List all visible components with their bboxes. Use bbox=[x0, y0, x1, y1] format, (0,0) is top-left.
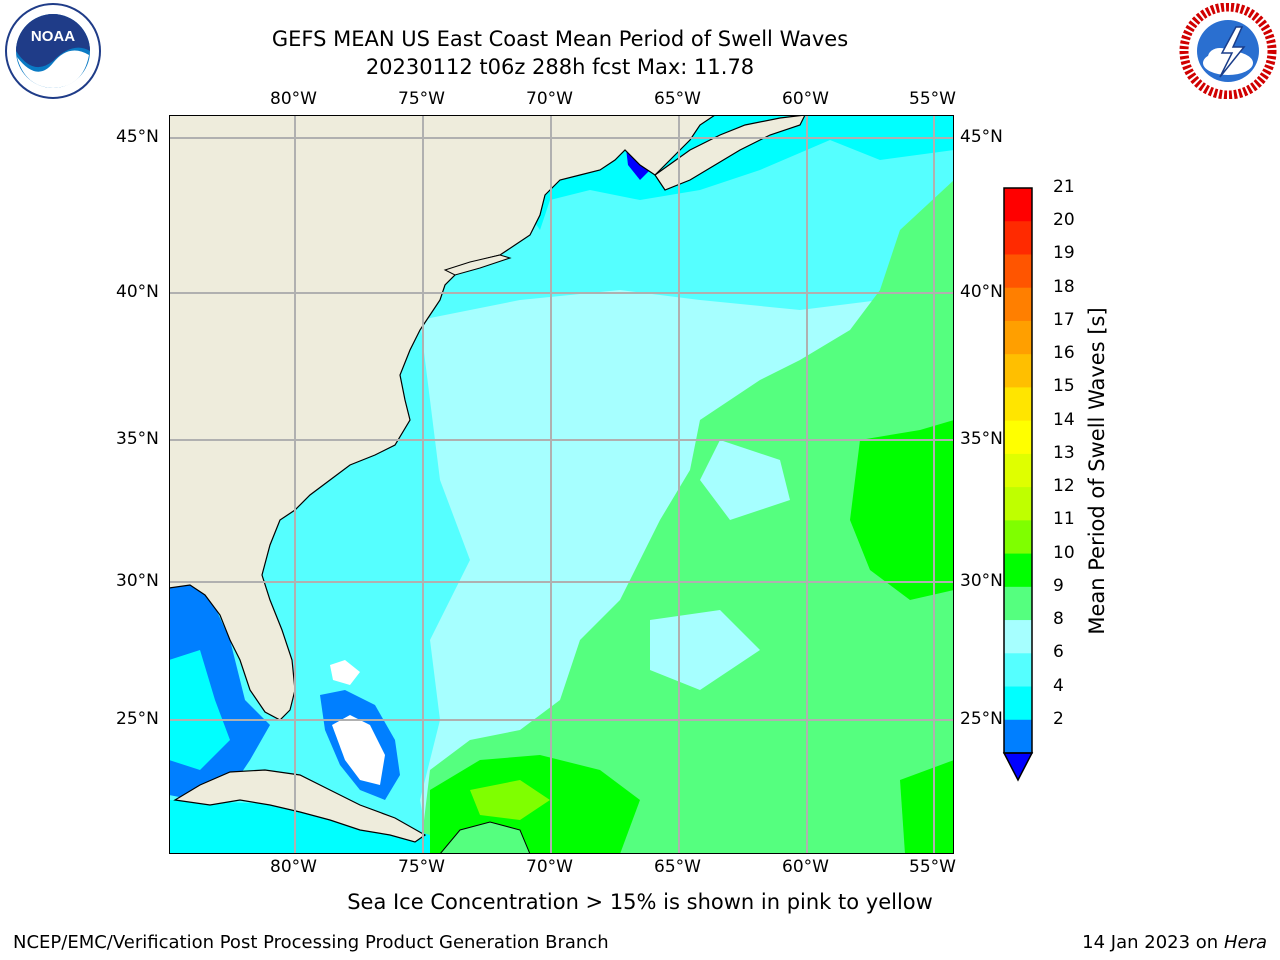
colorbar-tick-label: 9 bbox=[1053, 575, 1064, 596]
colorbar-segment bbox=[1004, 586, 1032, 621]
colorbar-tick-label: 2 bbox=[1053, 708, 1064, 729]
colorbar-frame bbox=[1003, 187, 1033, 754]
chart-title-line2: 20230112 t06z 288h fcst Max: 11.78 bbox=[365, 55, 755, 79]
colorbar-tick-label: 12 bbox=[1053, 476, 1075, 497]
footer-date: 14 Jan 2023 on Hera bbox=[1082, 932, 1267, 953]
colorbar-tick-label: 16 bbox=[1053, 343, 1075, 364]
nws-logo bbox=[1179, 3, 1277, 99]
colorbar-segment bbox=[1004, 354, 1032, 388]
lat-label-25n: 25°N bbox=[116, 709, 159, 729]
lon-label-80w: 80°W bbox=[270, 89, 317, 109]
caribbean-field bbox=[169, 800, 430, 854]
colorbar-segment bbox=[1004, 320, 1032, 355]
colorbar-segment bbox=[1004, 553, 1032, 588]
colorbar-segment bbox=[1004, 221, 1032, 255]
lat-label-30n: 30°N bbox=[116, 571, 159, 591]
lon-label-70w: 70°W bbox=[526, 857, 573, 877]
sea-ice-note: Sea Ice Concentration > 15% is shown in … bbox=[347, 890, 933, 914]
colorbar-under-extension bbox=[1002, 752, 1034, 782]
colorbar-tick-label: 19 bbox=[1053, 243, 1075, 264]
colorbar-segment bbox=[1004, 420, 1032, 455]
lon-label-80w: 80°W bbox=[270, 857, 317, 877]
footer-date-text: 14 Jan 2023 on bbox=[1082, 932, 1224, 953]
lat-label-30n: 30°N bbox=[960, 571, 1003, 591]
lon-label-55w: 55°W bbox=[909, 89, 956, 109]
colorbar-segment bbox=[1004, 387, 1032, 422]
field-11-12 bbox=[470, 780, 550, 820]
colorbar-segment bbox=[1004, 620, 1032, 654]
colorbar-tick-label: 14 bbox=[1053, 409, 1075, 430]
gulf-field-4-6 bbox=[169, 650, 230, 770]
footer-host: Hera bbox=[1223, 932, 1267, 953]
patch-8-9 bbox=[650, 610, 760, 690]
land-nova-scotia bbox=[654, 115, 806, 191]
lat-label-25n: 25°N bbox=[960, 709, 1003, 729]
colorbar-tick-label: 21 bbox=[1053, 177, 1075, 197]
colorbar-segment bbox=[1004, 653, 1032, 688]
field-10-11-se bbox=[900, 760, 954, 854]
bahamas-banks bbox=[332, 715, 385, 785]
field-10-11-east bbox=[850, 420, 954, 600]
lon-label-60w: 60°W bbox=[782, 89, 829, 109]
noaa-logo: NOAA bbox=[5, 3, 101, 99]
lon-label-55w: 55°W bbox=[909, 857, 956, 877]
colorbar-tick-label: 18 bbox=[1053, 276, 1075, 297]
noaa-logo-text: NOAA bbox=[31, 28, 75, 45]
colorbar-segment bbox=[1004, 453, 1032, 488]
field-9-10 bbox=[420, 180, 954, 854]
colorbar-segment bbox=[1004, 287, 1032, 322]
lat-label-40n: 40°N bbox=[116, 282, 159, 302]
colorbar-tick-label: 6 bbox=[1053, 642, 1064, 663]
footer-credit: NCEP/EMC/Verification Post Processing Pr… bbox=[13, 932, 609, 953]
lat-label-35n: 35°N bbox=[960, 429, 1003, 449]
colorbar-segment bbox=[1004, 719, 1032, 754]
lon-label-60w: 60°W bbox=[782, 857, 829, 877]
colorbar-tick-label: 20 bbox=[1053, 210, 1075, 231]
land-long-island bbox=[443, 254, 512, 276]
lat-label-45n: 45°N bbox=[960, 127, 1003, 147]
colorbar bbox=[1002, 187, 1034, 782]
hispaniola-coast bbox=[439, 821, 531, 854]
colorbar-tick-label: 4 bbox=[1053, 675, 1064, 696]
lon-label-70w: 70°W bbox=[526, 89, 573, 109]
lat-label-35n: 35°N bbox=[116, 429, 159, 449]
land-north-america bbox=[169, 115, 717, 721]
lon-label-75w: 75°W bbox=[398, 89, 445, 109]
colorbar-segment bbox=[1004, 254, 1032, 289]
colorbar-segment bbox=[1004, 686, 1032, 721]
patch-8-9 bbox=[700, 440, 790, 520]
colorbar-segment bbox=[1004, 520, 1032, 555]
colorbar-tick-label: 17 bbox=[1053, 309, 1075, 330]
lon-label-75w: 75°W bbox=[398, 857, 445, 877]
swell-period-map bbox=[169, 115, 954, 854]
land-cuba bbox=[173, 769, 427, 843]
lat-label-40n: 40°N bbox=[960, 282, 1003, 302]
colorbar-tick-label: 11 bbox=[1053, 509, 1075, 530]
colorbar-tick-label: 13 bbox=[1053, 442, 1075, 463]
bahamas-banks bbox=[330, 660, 360, 685]
graticule bbox=[169, 115, 954, 854]
colorbar-segment bbox=[1004, 188, 1032, 222]
colorbar-label: Mean Period of Swell Waves [s] bbox=[1085, 307, 1109, 635]
lon-label-65w: 65°W bbox=[654, 857, 701, 877]
lon-label-65w: 65°W bbox=[654, 89, 701, 109]
colorbar-tick-label: 8 bbox=[1053, 609, 1064, 630]
lat-label-45n: 45°N bbox=[116, 127, 159, 147]
colorbar-tick-label: 10 bbox=[1053, 542, 1075, 563]
chart-title-line1: GEFS MEAN US East Coast Mean Period of S… bbox=[271, 27, 849, 51]
colorbar-segment bbox=[1004, 487, 1032, 521]
colorbar-tick-label: 15 bbox=[1053, 376, 1075, 397]
